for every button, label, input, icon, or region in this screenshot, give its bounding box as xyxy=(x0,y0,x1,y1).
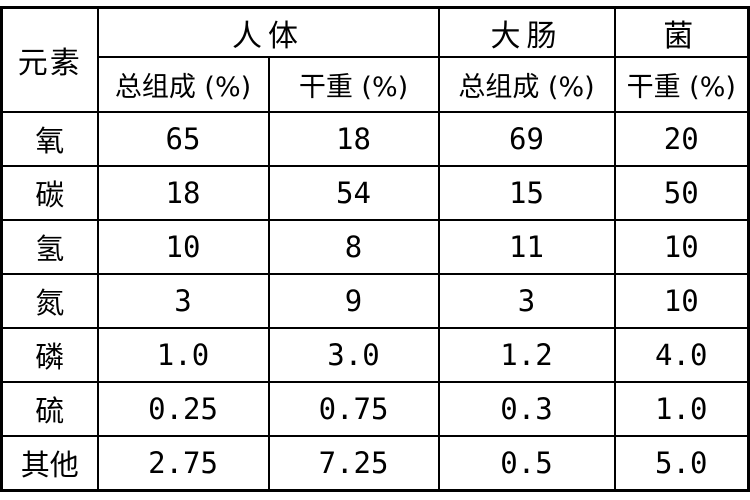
sub-header-total-composition-ecoli: 总组成 (%) xyxy=(437,56,616,113)
value-cell: 1.0 xyxy=(96,327,270,383)
value-cell: 7.25 xyxy=(267,435,440,492)
sub-header-total-composition-human: 总组成 (%) xyxy=(96,56,270,113)
value-cell: 10 xyxy=(96,219,270,275)
value-cell: 2.75 xyxy=(96,435,270,492)
element-composition-table: 元素 人体 大肠 菌 总组成 (%) 干重 (%) 总组成 (%) 干重 (%)… xyxy=(0,6,750,492)
value-cell: 3 xyxy=(96,273,270,329)
sub-header-dry-weight-ecoli: 干重 (%) xyxy=(613,56,750,113)
value-cell: 8 xyxy=(267,219,440,275)
element-name-cell: 氢 xyxy=(0,219,99,275)
value-cell: 0.5 xyxy=(437,435,616,492)
value-cell: 10 xyxy=(613,273,750,329)
element-name-cell: 碳 xyxy=(0,165,99,221)
element-name-cell: 氮 xyxy=(0,273,99,329)
value-cell: 10 xyxy=(613,219,750,275)
value-cell: 1.2 xyxy=(437,327,616,383)
value-cell: 18 xyxy=(267,111,440,167)
element-name-cell: 磷 xyxy=(0,327,99,383)
table-row: 氢 10 8 11 10 xyxy=(0,219,750,275)
table-row: 碳 18 54 15 50 xyxy=(0,165,750,221)
table-row: 磷 1.0 3.0 1.2 4.0 xyxy=(0,327,750,383)
element-name-cell: 其他 xyxy=(0,435,99,492)
table-row: 氮 3 9 3 10 xyxy=(0,273,750,329)
value-cell: 65 xyxy=(96,111,270,167)
group-header-jun: 菌 xyxy=(613,6,750,58)
value-cell: 3 xyxy=(437,273,616,329)
table-body: 氧 65 18 69 20 碳 18 54 15 50 氢 10 8 11 10 氮 3 9 3 10 磷 1.0 3.0 1… xyxy=(0,111,750,492)
value-cell: 69 xyxy=(437,111,616,167)
sub-header-row: 总组成 (%) 干重 (%) 总组成 (%) 干重 (%) xyxy=(2,56,750,113)
element-name-cell: 硫 xyxy=(0,381,99,437)
table-row: 其他 2.75 7.25 0.5 5.0 xyxy=(0,435,750,492)
element-name-cell: 氧 xyxy=(0,111,99,167)
table-header: 元素 人体 大肠 菌 总组成 (%) 干重 (%) 总组成 (%) 干重 (%) xyxy=(0,6,750,113)
value-cell: 11 xyxy=(437,219,616,275)
table-row: 硫 0.25 0.75 0.3 1.0 xyxy=(0,381,750,437)
group-header-human-body: 人体 xyxy=(96,6,440,58)
value-cell: 5.0 xyxy=(613,435,750,492)
group-header-row: 元素 人体 大肠 菌 xyxy=(0,6,750,113)
value-cell: 50 xyxy=(613,165,750,221)
value-cell: 1.0 xyxy=(613,381,750,437)
value-cell: 0.25 xyxy=(96,381,270,437)
value-cell: 0.3 xyxy=(437,381,616,437)
value-cell: 15 xyxy=(437,165,616,221)
value-cell: 9 xyxy=(267,273,440,329)
value-cell: 4.0 xyxy=(613,327,750,383)
sub-header-dry-weight-human: 干重 (%) xyxy=(267,56,440,113)
value-cell: 0.75 xyxy=(267,381,440,437)
value-cell: 3.0 xyxy=(267,327,440,383)
table-row: 氧 65 18 69 20 xyxy=(0,111,750,167)
corner-header-element: 元素 xyxy=(0,6,99,113)
group-header-dachang: 大肠 xyxy=(437,6,616,58)
value-cell: 20 xyxy=(613,111,750,167)
value-cell: 18 xyxy=(96,165,270,221)
value-cell: 54 xyxy=(267,165,440,221)
